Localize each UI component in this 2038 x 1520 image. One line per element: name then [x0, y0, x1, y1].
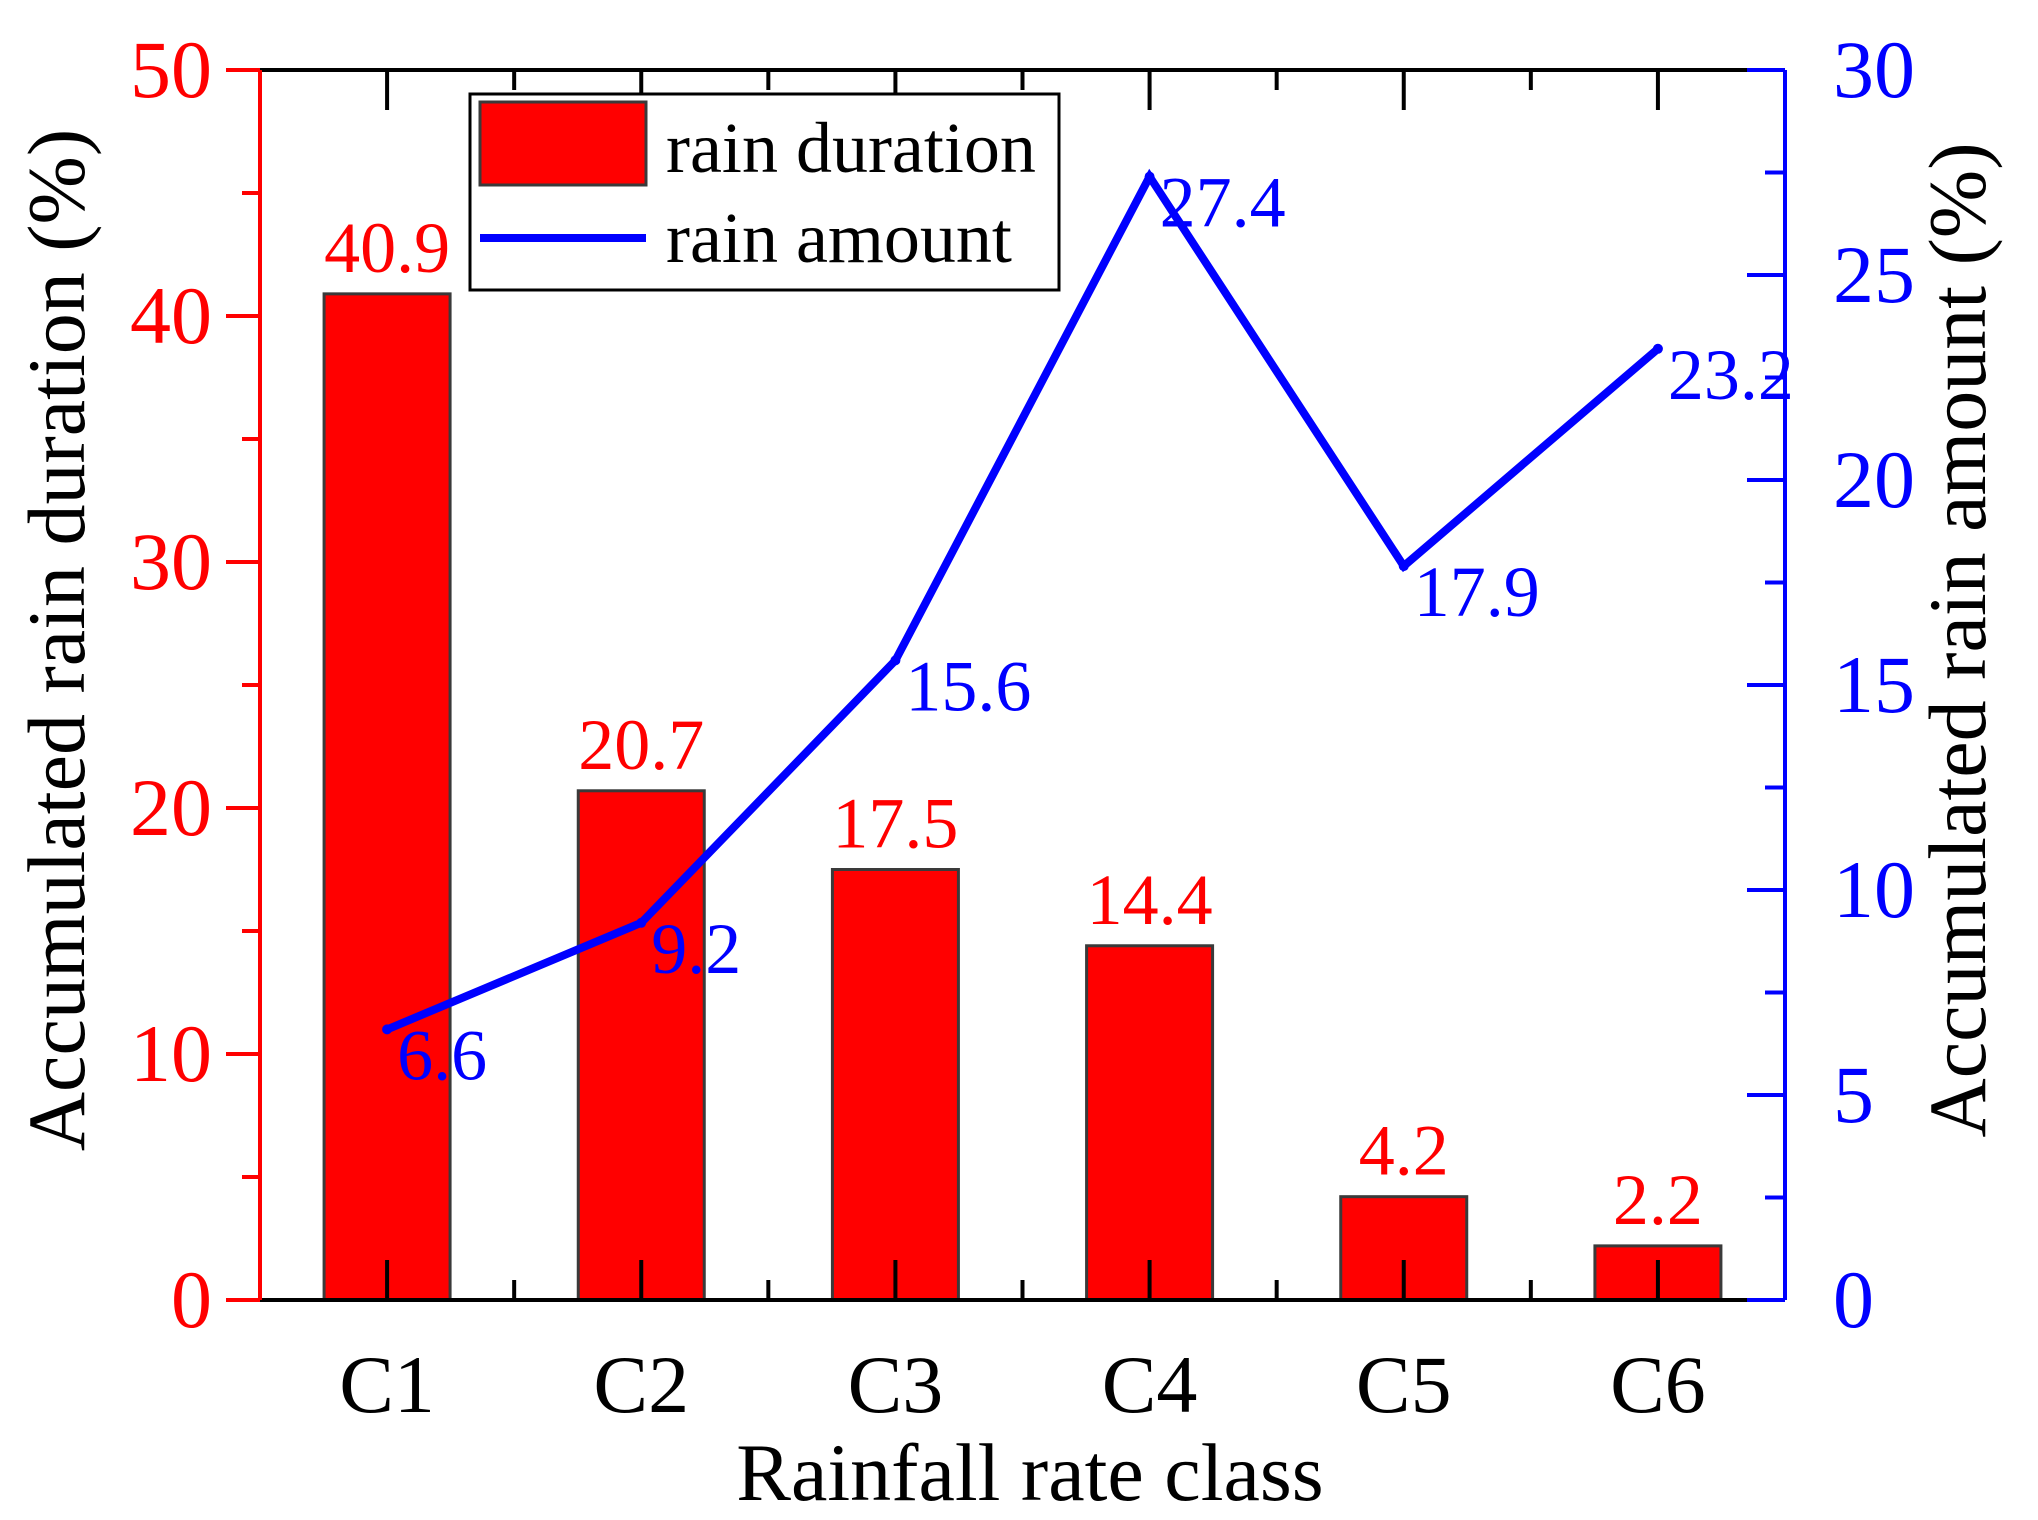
bar-c2: [576, 789, 706, 1302]
x-tick-label-c5: C5: [1356, 1339, 1452, 1430]
line-point-c5: [1398, 561, 1409, 572]
rain-amount-line: [385, 168, 1661, 1034]
bar-c4: [1085, 944, 1215, 1302]
left-tick-label-50: 50: [130, 24, 212, 115]
line-point-c4: [1144, 171, 1155, 182]
line-label-c2: 9.2: [651, 909, 741, 989]
line-label-c6: 23.2: [1668, 335, 1794, 415]
line-point-c2: [636, 917, 647, 928]
bar-label-c4: 14.4: [1087, 860, 1213, 940]
line-point-c3: [890, 655, 901, 666]
bars-layer: [322, 292, 1723, 1302]
x-axis-title: Rainfall rate class: [736, 1427, 1323, 1515]
line-label-c3: 15.6: [905, 646, 1031, 726]
bar-c3: [830, 868, 960, 1302]
line-point-c6: [1652, 343, 1663, 354]
legend-swatch-rain-duration: [478, 100, 648, 187]
line-point-c1: [382, 1024, 393, 1035]
bar-label-c3: 17.5: [832, 784, 958, 864]
bar-label-c6: 2.2: [1613, 1160, 1703, 1240]
right-tick-label-0: 0: [1833, 1254, 1874, 1345]
x-tick-label-c3: C3: [848, 1339, 944, 1430]
line-layer: [382, 168, 1663, 1035]
right-tick-label-15: 15: [1833, 639, 1915, 730]
right-tick-label-30: 30: [1833, 24, 1915, 115]
line-label-c4: 27.4: [1160, 163, 1286, 243]
right-tick-label-10: 10: [1833, 844, 1915, 935]
bar-c1: [322, 292, 452, 1302]
left-tick-label-30: 30: [130, 516, 212, 607]
x-tick-label-c1: C1: [339, 1339, 435, 1430]
bar-label-c5: 4.2: [1359, 1111, 1449, 1191]
right-axis-title: Accumulated rain amount (%): [1912, 142, 2003, 1137]
x-tick-label-c4: C4: [1102, 1339, 1198, 1430]
right-tick-label-5: 5: [1833, 1049, 1874, 1140]
left-tick-label-10: 10: [130, 1008, 212, 1099]
labels-layer: 40.9 20.7 17.5 14.4 4.2 2.2 6.6 9.2 15.6 27.4 17.9…: [130, 24, 1915, 1430]
left-axis-title: Accumulated rain duration (%): [11, 129, 102, 1151]
bar-label-c1: 40.9: [324, 208, 450, 288]
legend-label-rain-duration: rain duration: [666, 108, 1036, 188]
left-tick-label-40: 40: [130, 270, 212, 361]
left-tick-label-0: 0: [171, 1254, 212, 1345]
x-tick-label-c2: C2: [593, 1339, 689, 1430]
right-tick-label-25: 25: [1833, 229, 1915, 320]
legend: rain duration rain amount: [468, 92, 1061, 292]
ticks-layer: [226, 68, 1785, 1302]
line-label-c1: 6.6: [397, 1015, 487, 1095]
line-label-c5: 17.9: [1414, 552, 1540, 632]
right-tick-label-20: 20: [1833, 434, 1915, 525]
legend-label-rain-amount: rain amount: [666, 198, 1012, 278]
bar-label-c2: 20.7: [578, 705, 704, 785]
left-tick-label-20: 20: [130, 762, 212, 853]
x-tick-label-c6: C6: [1610, 1339, 1706, 1430]
